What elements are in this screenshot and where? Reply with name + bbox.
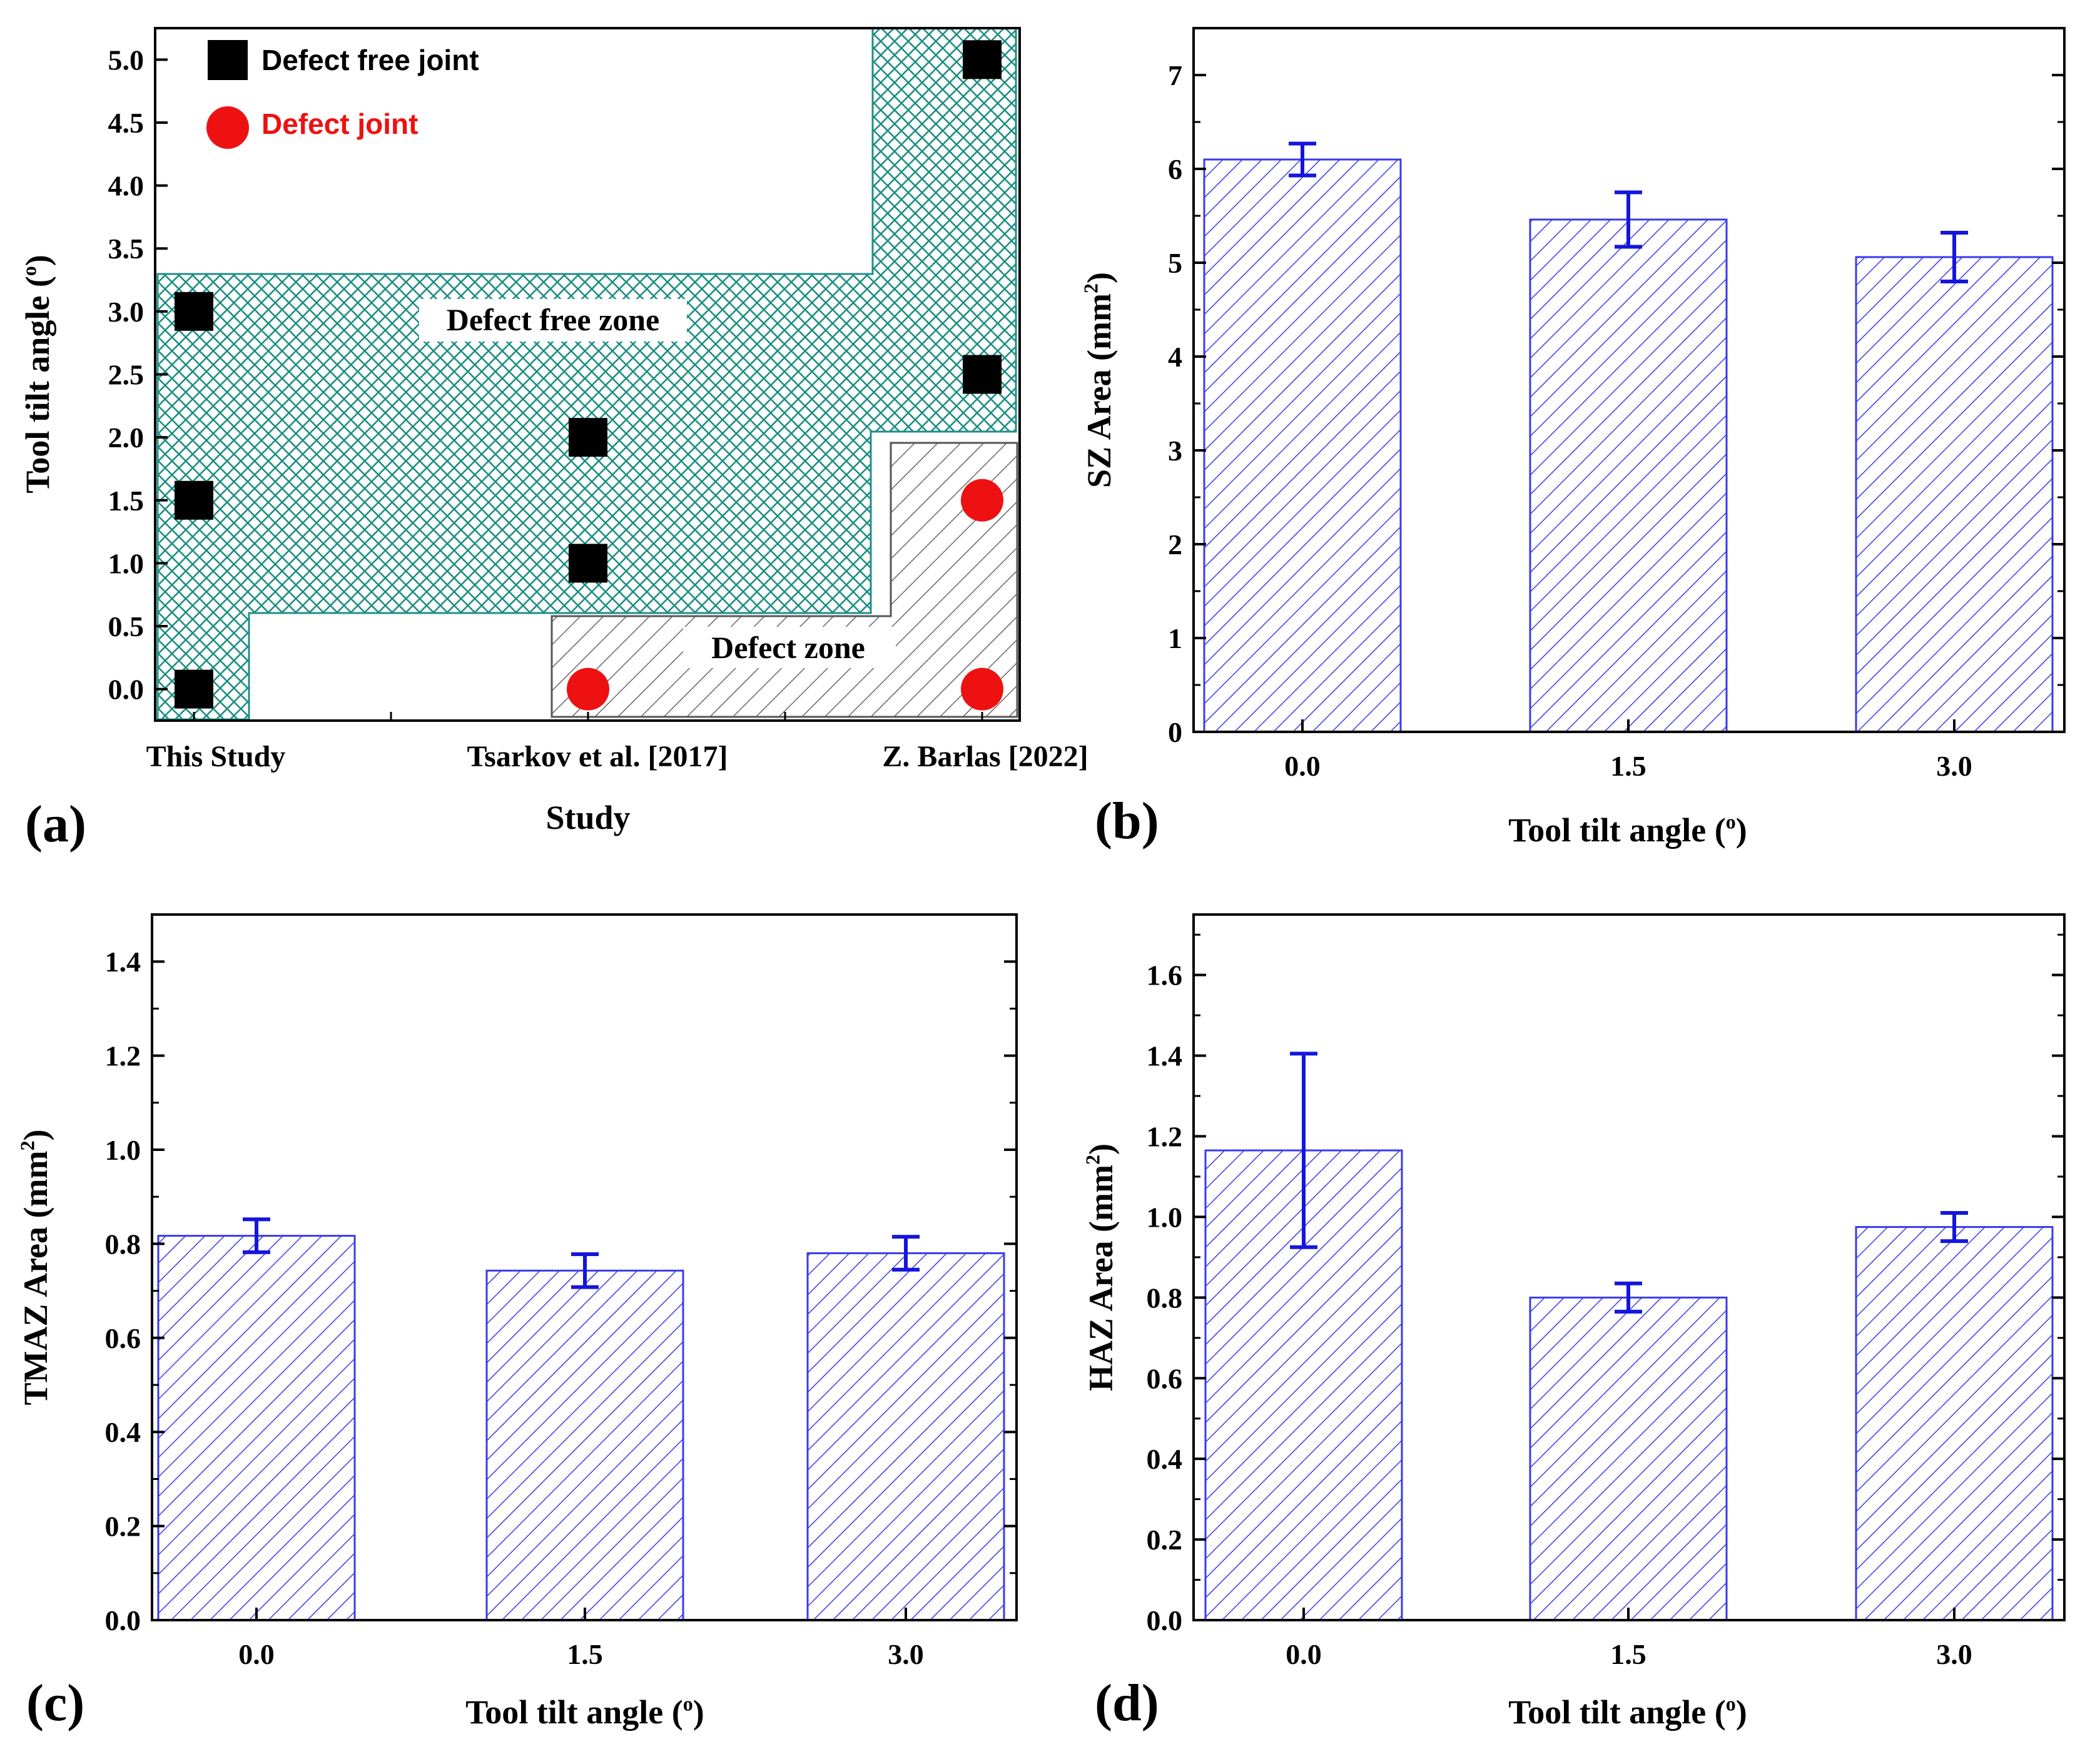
y-tick-label: 1.0: [105, 1134, 141, 1166]
y-tick-label: 1.6: [1147, 960, 1183, 991]
defect-zone: [550, 442, 1018, 718]
legend-label-defect-joint: Defect joint: [261, 108, 418, 140]
y-tick-label: 0: [1168, 716, 1182, 748]
panel-label: (c): [26, 1674, 84, 1732]
y-tick-label: 2.0: [108, 422, 145, 454]
x-tick-label: 0.0: [1286, 1638, 1322, 1670]
bar-0.0: [157, 1235, 356, 1621]
defect-joint-marker: [567, 667, 609, 711]
y-tick-label: 1: [1168, 622, 1182, 654]
y-tick-label: 4.5: [108, 107, 145, 139]
x-tick-label: 0.0: [238, 1638, 275, 1670]
y-tick-label: 2: [1168, 529, 1182, 560]
y-tick-label: 3.0: [108, 296, 145, 328]
defect-joint-marker: [961, 479, 1003, 522]
y-tick-label: 4.0: [108, 170, 145, 202]
y-tick-label: 1.0: [108, 547, 145, 579]
y-tick-label: 7: [1168, 59, 1182, 91]
y-axis-label: HAZ Area (mm2): [1081, 1143, 1120, 1391]
x-tick-label: 0.0: [1284, 750, 1321, 782]
defect-free-joint-marker: [175, 291, 213, 331]
bar-1.5: [1529, 218, 1728, 733]
x-tick-label: 3.0: [1936, 750, 1972, 782]
defect-free-joint-marker: [963, 40, 1002, 79]
defect-free-joint-marker: [175, 480, 213, 520]
x-axis-label: Tool tilt angle (o): [1508, 1692, 1747, 1731]
y-tick-label: 2.5: [108, 359, 145, 391]
defect-free-joint-marker: [963, 355, 1002, 394]
legend-circle-icon: [206, 106, 249, 149]
legend-square-icon: [208, 40, 248, 80]
defect-joint-marker: [961, 667, 1003, 711]
bar-3.0: [1855, 1226, 2054, 1621]
x-axis-label: Tool tilt angle (o): [1508, 810, 1747, 849]
x-category-label: Tsarkov et al. [2017]: [467, 740, 728, 773]
y-tick-label: 1.4: [105, 946, 141, 978]
y-tick-label: 0.2: [1147, 1524, 1183, 1556]
annotation-defect-zone: Defect zone: [711, 630, 865, 665]
annotation-background: [683, 627, 896, 668]
x-tick-label: 1.5: [1610, 750, 1646, 782]
y-tick-label: 0.4: [1147, 1443, 1183, 1475]
legend-label-defect-free-joint: Defect free joint: [261, 44, 479, 76]
annotation-defect-free-zone: Defect free zone: [447, 302, 660, 337]
defect-free-joint-marker: [569, 418, 607, 457]
y-tick-label: 1.5: [108, 485, 145, 517]
y-tick-label: 0.6: [105, 1322, 141, 1354]
y-tick-label: 1.0: [1147, 1201, 1183, 1233]
y-tick-label: 0.0: [1147, 1604, 1183, 1636]
panel-b-sz-area-chart: 0 1 2 3 4 5 6 7 0.0 1.5 3.0 Tool tilt angle (o) SZ A…: [1079, 27, 2066, 850]
y-tick-label: 0.6: [1147, 1362, 1183, 1394]
x-axis-label: Tool tilt angle (o): [465, 1692, 704, 1731]
y-axis-label: TMAZ Area (mm2): [16, 1130, 54, 1406]
y-tick-label: 1.4: [1147, 1040, 1183, 1072]
y-tick-label: 0.2: [105, 1511, 141, 1543]
y-tick-label: 0.4: [105, 1416, 141, 1448]
panel-label: (d): [1095, 1674, 1159, 1732]
panel-label: (a): [25, 795, 86, 853]
y-tick-label: 5.0: [108, 44, 145, 76]
x-category-label: This Study: [146, 740, 286, 773]
y-tick-label: 1.2: [1147, 1121, 1183, 1153]
bar-0.0: [1203, 158, 1402, 733]
x-tick-label: 1.5: [567, 1638, 603, 1670]
x-tick-label: 1.5: [1610, 1638, 1646, 1670]
bar-1.5: [1529, 1296, 1728, 1621]
y-tick-label: 0.0: [105, 1604, 141, 1636]
y-tick-label: 0.5: [108, 611, 145, 642]
y-tick-label: 4: [1168, 341, 1182, 373]
y-tick-label: 0.0: [108, 674, 145, 706]
bar-1.5: [485, 1269, 684, 1621]
y-tick-label: 6: [1168, 153, 1182, 185]
defect-free-joint-marker: [175, 669, 213, 709]
bar-3.0: [1855, 256, 2054, 733]
annotation-background: [419, 299, 687, 342]
y-tick-label: 3.5: [108, 233, 145, 265]
x-category-label: Z. Barlas [2022]: [882, 740, 1088, 773]
y-axis-label: SZ Area (mm2): [1079, 272, 1118, 488]
panel-d-haz-area-chart: 0.0 0.2 0.4 0.6 0.8 1.0 1.2 1.4 1.6 0.0 1.5 3.0 Tool…: [1081, 913, 2066, 1732]
panel-a-scatter-chart: 0.0 0.5 1.0 1.5 2.0 2.5 3.0 3.5 4.0 4.5 5.0 Defect …: [18, 27, 1088, 853]
y-tick-label: 5: [1168, 247, 1182, 279]
panel-c-tmaz-area-chart: 0.0 0.2 0.4 0.6 0.8 1.0 1.2 1.4 0.0 1.5 3.0 Tool ti…: [16, 913, 1018, 1732]
y-tick-label: 0.8: [1147, 1282, 1183, 1314]
defect-free-joint-marker: [569, 544, 607, 583]
y-axis-label: Tool tilt angle (o): [18, 255, 56, 494]
bar-3.0: [806, 1252, 1005, 1621]
x-axis-label: Study: [545, 799, 630, 836]
y-tick-label: 3: [1168, 435, 1182, 467]
y-tick-label: 1.2: [105, 1040, 141, 1072]
x-tick-label: 3.0: [1936, 1638, 1972, 1670]
y-tick-label: 0.8: [105, 1228, 141, 1260]
x-tick-label: 3.0: [888, 1638, 924, 1670]
panel-label: (b): [1095, 792, 1159, 850]
